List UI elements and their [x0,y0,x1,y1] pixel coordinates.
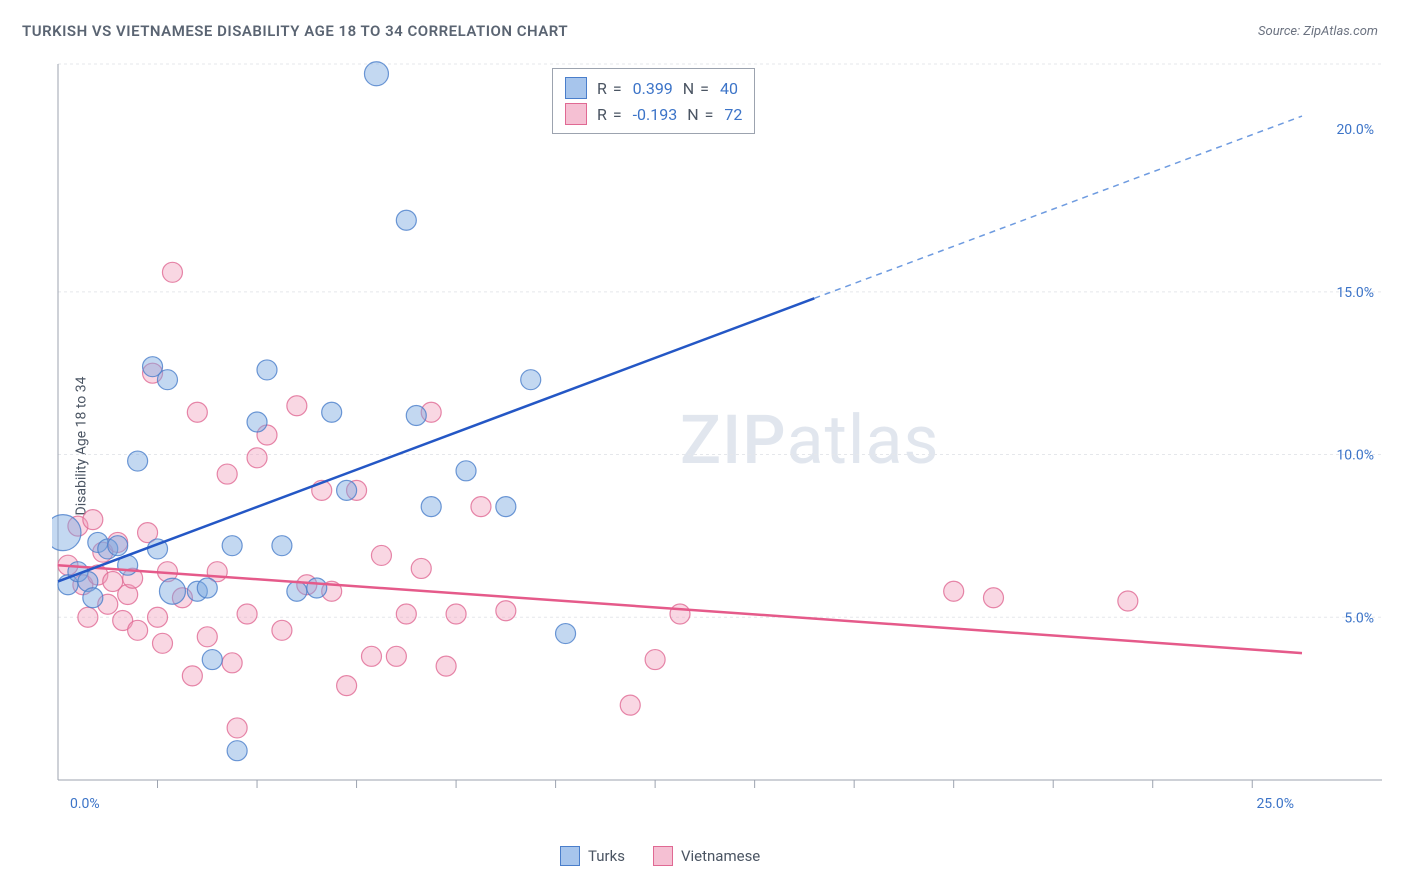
svg-text:15.0%: 15.0% [1336,285,1374,301]
legend-item-viet: Vietnamese [653,846,760,866]
legend-n-blue: 40 [720,79,738,98]
legend-r-blue: 0.399 [633,79,673,98]
svg-text:5.0%: 5.0% [1344,610,1374,626]
legend-n-label: N = [683,79,710,98]
legend-swatch-pink [565,103,587,125]
legend-n-pink: 72 [724,105,742,124]
legend-swatch-turks [560,846,580,866]
legend-r-label2: R = [597,105,623,124]
legend-label-turks: Turks [588,847,625,865]
svg-text:0.0%: 0.0% [70,796,100,812]
legend-row-viet: R = -0.193 N = 72 [565,101,742,127]
svg-text:25.0%: 25.0% [1256,796,1294,812]
legend-n-label2: N = [687,105,714,124]
plot-svg: 0.0% 25.0% 5.0% 10.0% 15.0% 20.0% [52,60,1382,820]
correlation-legend: R = 0.399 N = 40 R = -0.193 N = 72 [552,68,755,134]
legend-r-pink: -0.193 [633,105,678,124]
legend-label-viet: Vietnamese [681,847,760,865]
legend-swatch-viet [653,846,673,866]
series-legend: Turks Vietnamese [560,846,760,866]
legend-swatch-blue [565,77,587,99]
legend-row-turks: R = 0.399 N = 40 [565,75,742,101]
legend-r-label: R = [597,79,623,98]
source-label: Source: ZipAtlas.com [1258,24,1378,39]
chart-title: TURKISH VS VIETNAMESE DISABILITY AGE 18 … [22,22,568,40]
svg-text:20.0%: 20.0% [1336,122,1374,138]
scatter-plot: 0.0% 25.0% 5.0% 10.0% 15.0% 20.0% [52,60,1382,820]
svg-text:10.0%: 10.0% [1336,448,1374,464]
legend-item-turks: Turks [560,846,625,866]
